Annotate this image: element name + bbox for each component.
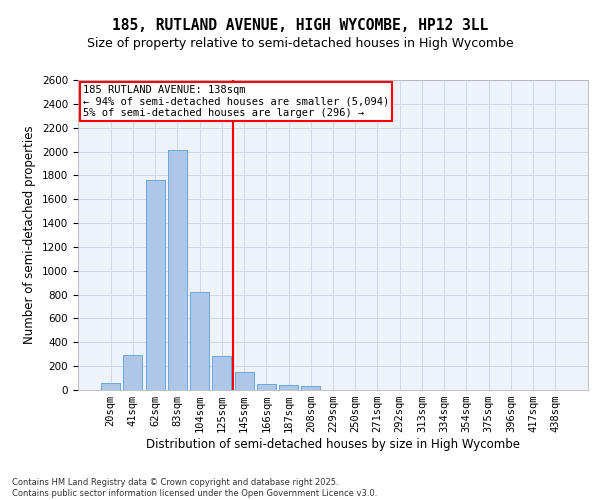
Text: Size of property relative to semi-detached houses in High Wycombe: Size of property relative to semi-detach… — [86, 38, 514, 51]
Text: Contains HM Land Registry data © Crown copyright and database right 2025.
Contai: Contains HM Land Registry data © Crown c… — [12, 478, 377, 498]
Bar — [257, 384, 276, 390]
Text: 185, RUTLAND AVENUE, HIGH WYCOMBE, HP12 3LL: 185, RUTLAND AVENUE, HIGH WYCOMBE, HP12 … — [112, 18, 488, 32]
Bar — [124, 355, 142, 390]
Bar — [146, 180, 164, 390]
Bar — [190, 292, 209, 390]
Bar — [279, 384, 298, 390]
Bar — [235, 372, 254, 390]
Bar — [168, 150, 187, 390]
Bar — [212, 356, 231, 390]
Bar — [101, 383, 120, 390]
Text: 185 RUTLAND AVENUE: 138sqm
← 94% of semi-detached houses are smaller (5,094)
5% : 185 RUTLAND AVENUE: 138sqm ← 94% of semi… — [83, 84, 389, 118]
Y-axis label: Number of semi-detached properties: Number of semi-detached properties — [23, 126, 37, 344]
Bar — [301, 386, 320, 390]
X-axis label: Distribution of semi-detached houses by size in High Wycombe: Distribution of semi-detached houses by … — [146, 438, 520, 451]
